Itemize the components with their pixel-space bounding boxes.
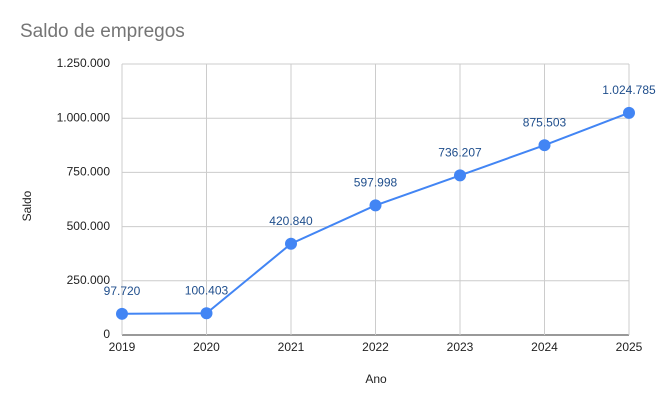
- data-label: 420.840: [269, 214, 313, 228]
- data-label: 1.024.785: [602, 83, 656, 97]
- data-label: 875.503: [523, 115, 567, 129]
- data-point: [200, 307, 213, 320]
- data-point: [285, 237, 297, 250]
- x-tick-label: 2019: [109, 340, 136, 354]
- data-point: [623, 106, 635, 119]
- data-point: [369, 199, 382, 212]
- x-tick-label: 2021: [278, 340, 305, 354]
- data-point: [116, 307, 128, 320]
- x-tick-label: 2020: [193, 340, 220, 354]
- y-tick-label: 1.000.000: [57, 110, 111, 124]
- y-axis-label: Saldo: [20, 190, 34, 221]
- data-point: [454, 169, 466, 182]
- data-point: [538, 139, 551, 152]
- chart-title: Saldo de empregos: [20, 21, 185, 42]
- x-axis-label: Ano: [365, 372, 387, 386]
- y-tick-label: 0: [103, 327, 110, 341]
- data-label: 597.998: [354, 176, 398, 190]
- x-tick-label: 2022: [362, 340, 389, 354]
- x-tick-label: 2023: [447, 340, 474, 354]
- x-tick-label: 2024: [531, 340, 558, 354]
- y-tick-label: 750.000: [67, 165, 111, 179]
- y-tick-label: 500.000: [67, 219, 111, 233]
- data-label: 97.720: [104, 284, 141, 298]
- y-tick-label: 1.250.000: [57, 56, 111, 70]
- data-label: 100.403: [185, 283, 229, 297]
- y-tick-label: 250.000: [67, 273, 111, 287]
- x-tick-label: 2025: [616, 340, 643, 354]
- data-label: 736.207: [438, 146, 482, 160]
